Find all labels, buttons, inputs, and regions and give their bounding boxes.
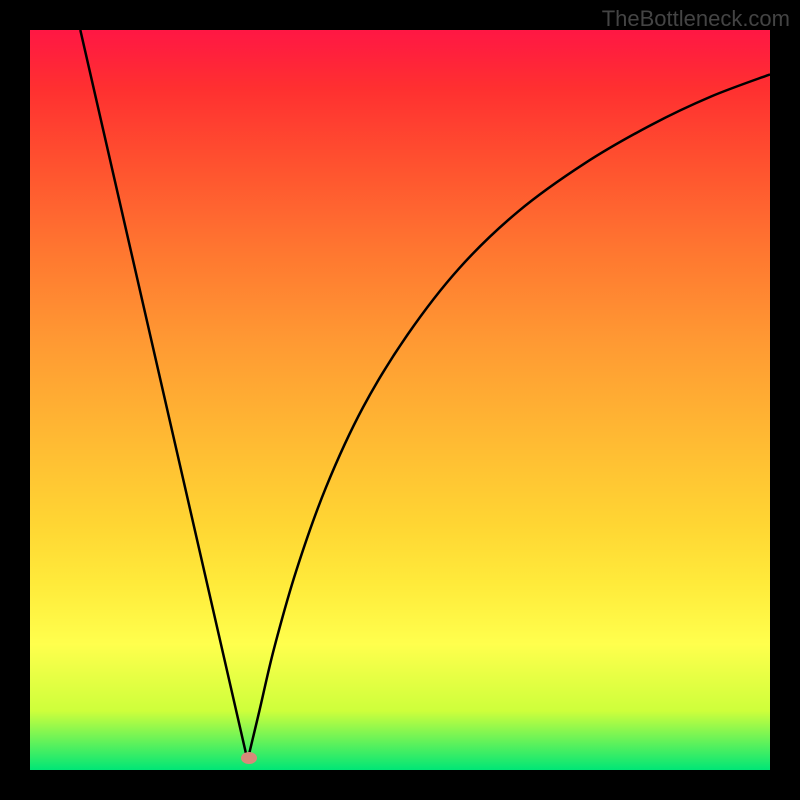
optimal-point-marker (241, 752, 257, 764)
watermark-text: TheBottleneck.com (602, 6, 790, 32)
plot-gradient-area (30, 30, 770, 770)
bottleneck-curve (30, 30, 770, 770)
